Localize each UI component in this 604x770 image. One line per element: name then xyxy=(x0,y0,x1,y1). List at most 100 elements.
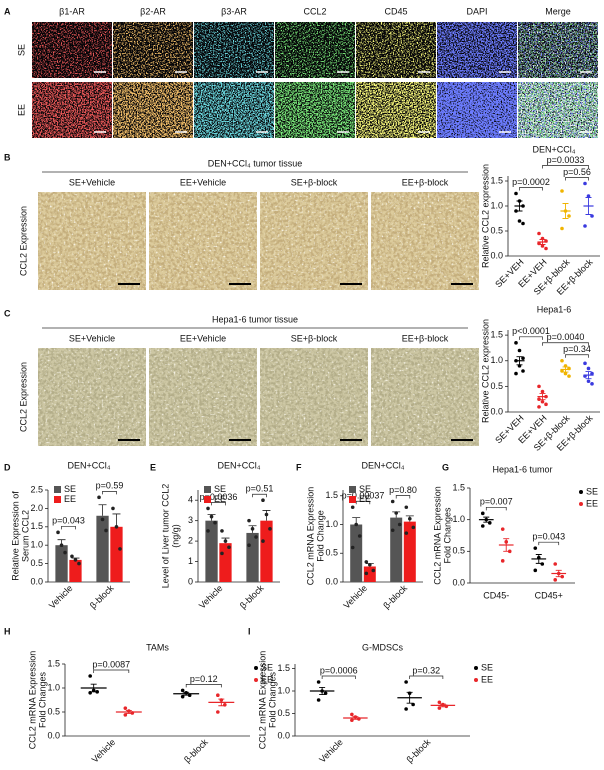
significance-bracket xyxy=(565,354,589,358)
legend-label: EE xyxy=(64,494,76,504)
data-point xyxy=(114,525,119,529)
error-bar xyxy=(439,703,446,708)
y-tick-label: 3 xyxy=(188,515,193,525)
data-point xyxy=(104,528,108,533)
micrograph-texture xyxy=(356,82,436,138)
y-tick-label: 1.5 xyxy=(277,663,290,673)
y-axis-label: CCL2 mRNA Expression xyxy=(27,651,37,750)
legend-swatch xyxy=(349,496,356,503)
y-tick-label: 0.0 xyxy=(452,577,465,587)
panel-title: Hepa1-6 tumor tissue xyxy=(212,314,298,324)
data-point xyxy=(404,531,409,535)
error-bar xyxy=(319,686,326,696)
x-tick-label: β-block xyxy=(405,737,433,765)
y-tick-label: 1.5 xyxy=(30,521,43,531)
bar xyxy=(69,559,82,582)
data-point xyxy=(540,399,545,404)
legend-swatch xyxy=(54,496,61,503)
data-point xyxy=(540,389,545,394)
y-tick-label: 2.5 xyxy=(30,484,43,494)
data-point xyxy=(357,534,362,538)
micrograph-texture xyxy=(32,82,112,138)
y-axis-label: Fold Changes xyxy=(442,507,452,564)
legend-marker xyxy=(254,678,258,682)
chart-title: DEN+CCl₄ xyxy=(362,460,405,470)
y-tick-label: 1.0 xyxy=(490,200,503,210)
panel-letter: F xyxy=(296,462,302,472)
data-point xyxy=(404,680,408,684)
y-tick-label: 0 xyxy=(188,576,193,586)
bar xyxy=(260,520,273,582)
micrograph xyxy=(38,348,146,446)
error-bar xyxy=(483,516,490,523)
column-header: SE+β-block xyxy=(291,177,338,187)
data-point xyxy=(411,525,416,530)
micrograph-texture xyxy=(371,348,479,446)
p-value: p=0.12 xyxy=(190,674,218,684)
panel-title: DEN+CCl₄ tumor tissue xyxy=(208,158,302,168)
significance-bracket xyxy=(542,165,589,169)
micrograph-texture xyxy=(194,82,274,138)
data-point xyxy=(537,405,541,409)
column-header: DAPI xyxy=(466,6,487,16)
data-point xyxy=(364,560,369,564)
micrograph xyxy=(437,22,517,78)
data-point xyxy=(95,690,99,694)
data-point xyxy=(544,402,548,407)
chart-title: Hepa1-6 xyxy=(537,304,572,314)
y-axis-label: CCL2 Expression xyxy=(18,362,28,432)
significance-bracket xyxy=(355,500,371,505)
y-axis-label: Fold Changes xyxy=(267,671,277,728)
data-point xyxy=(56,530,60,535)
micrograph xyxy=(194,22,274,78)
bar xyxy=(205,520,218,582)
data-point xyxy=(227,545,231,550)
p-value: p=0.0002 xyxy=(512,177,550,187)
data-point xyxy=(437,700,442,705)
data-point xyxy=(500,527,505,531)
y-tick-label: 1.0 xyxy=(325,519,338,529)
y-tick-label: 0.5 xyxy=(490,381,503,391)
p-value: p=0.0033 xyxy=(547,155,585,165)
error-bar xyxy=(218,698,225,707)
data-point xyxy=(533,568,538,573)
data-point xyxy=(537,397,541,401)
error-bar xyxy=(585,197,592,215)
x-tick-label: β-block xyxy=(381,583,409,611)
data-point xyxy=(567,214,571,218)
data-point xyxy=(590,371,594,376)
legend-label: EE xyxy=(586,498,598,508)
micrograph-texture xyxy=(518,22,598,78)
data-point xyxy=(537,231,541,236)
y-axis-label: CCL2 mRNA Expression xyxy=(257,651,267,750)
data-point xyxy=(123,706,128,710)
significance-bracket xyxy=(252,493,267,498)
data-point xyxy=(583,361,587,366)
x-tick-label: Vehicle xyxy=(197,583,225,611)
significance-bracket xyxy=(519,336,543,340)
data-point xyxy=(540,244,545,248)
micrograph-texture xyxy=(437,22,517,78)
chart-title: G-MDSCs xyxy=(362,642,403,652)
micrograph-texture xyxy=(356,22,436,78)
legend-label: SE xyxy=(214,484,226,494)
data-point xyxy=(180,694,185,699)
legend-marker xyxy=(579,490,583,494)
legend-label: SE xyxy=(481,662,493,672)
data-point xyxy=(247,543,251,547)
p-value: p=0.56 xyxy=(563,167,591,177)
chart-title: DEN+CCl₄ xyxy=(68,460,111,470)
column-header: β2-AR xyxy=(140,6,166,16)
y-axis-label: Fold Change xyxy=(315,510,325,562)
column-header: β3-AR xyxy=(221,6,247,16)
data-point xyxy=(70,554,74,559)
micrograph xyxy=(113,82,193,138)
error-bar xyxy=(539,239,546,245)
panel-letter: H xyxy=(4,626,11,636)
y-axis-label: CCL2 mRNA Expression xyxy=(432,486,442,585)
data-point xyxy=(583,224,587,228)
legend-swatch xyxy=(204,496,211,503)
panel-letter: I xyxy=(248,626,251,636)
p-value: p=0.59 xyxy=(96,481,124,491)
